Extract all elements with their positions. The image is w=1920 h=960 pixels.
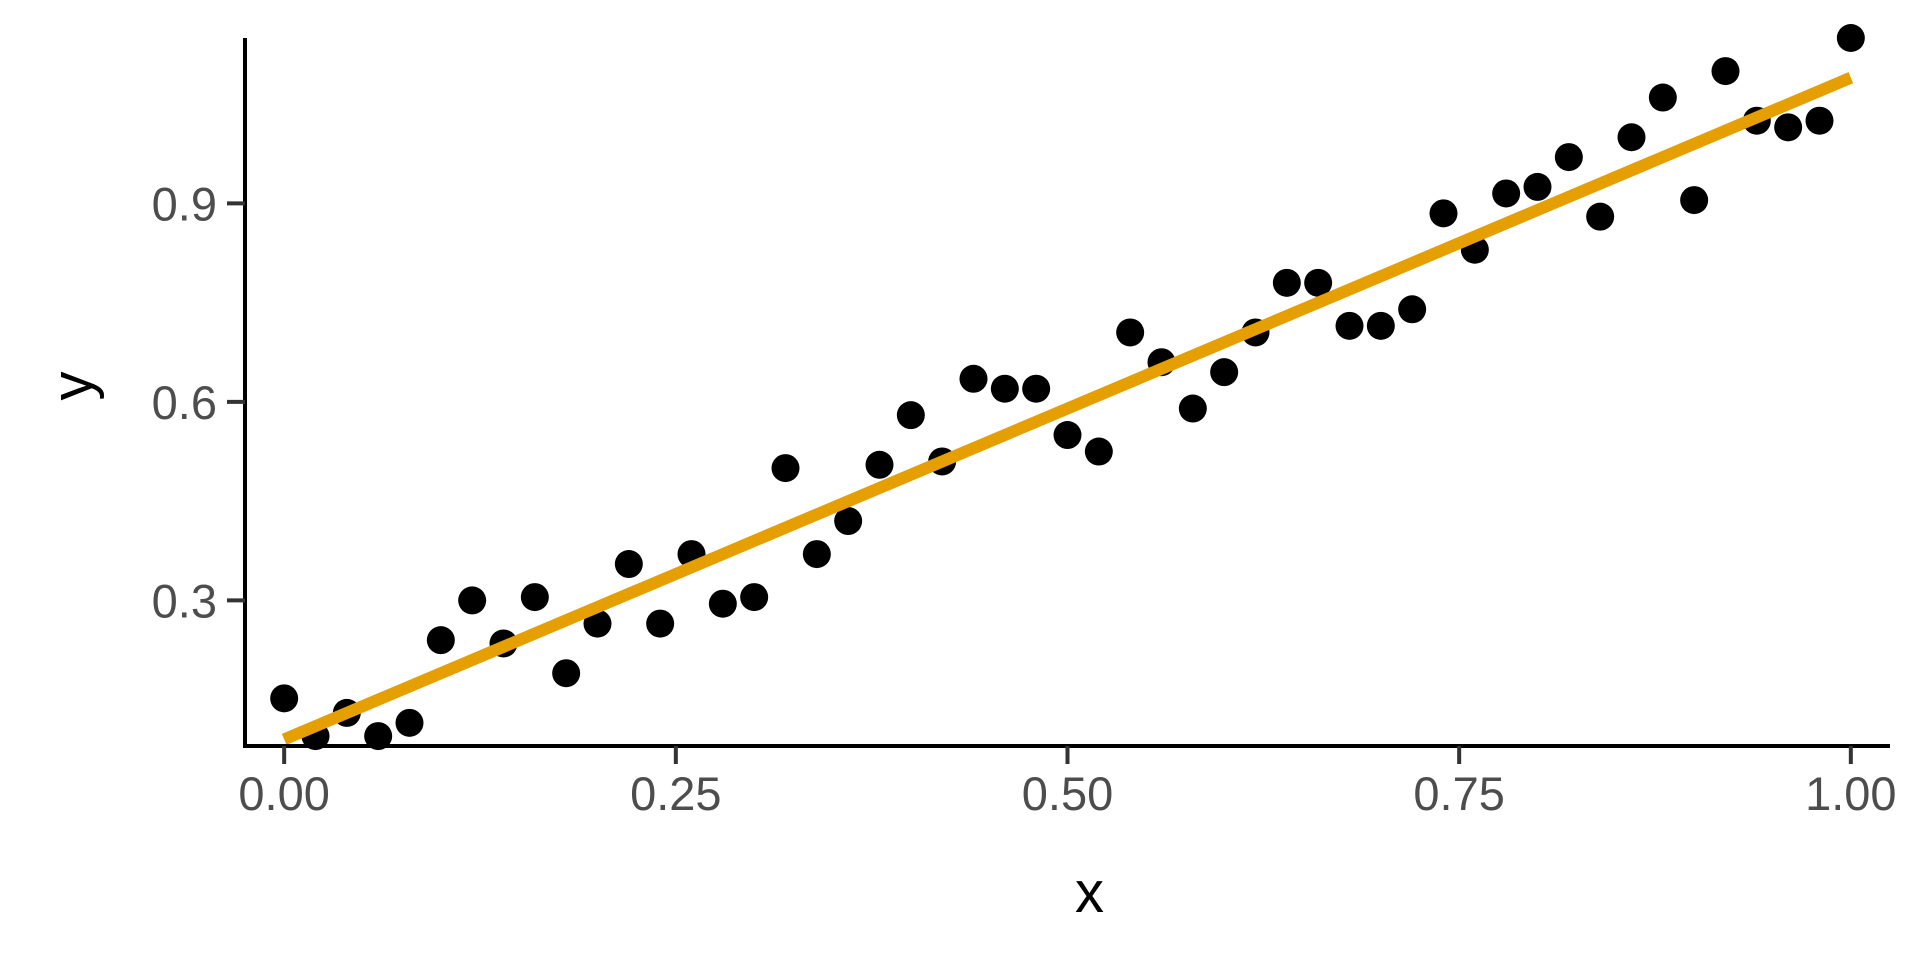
data-point: [364, 722, 393, 751]
data-point: [865, 450, 894, 479]
data-point: [1617, 123, 1646, 152]
data-point: [1366, 311, 1395, 340]
data-point: [458, 586, 487, 615]
data-point: [426, 626, 455, 655]
data-point: [1429, 199, 1458, 228]
data-point: [802, 540, 831, 569]
y-tick-label: 0.3: [152, 574, 217, 627]
points-layer: [270, 24, 1865, 751]
data-point: [834, 507, 863, 536]
y-axis-ticks: 0.3 0.6 0.9: [152, 177, 245, 627]
data-point: [1554, 143, 1583, 172]
data-point: [270, 684, 299, 713]
data-point: [583, 609, 612, 638]
data-point: [1335, 311, 1364, 340]
data-point: [959, 364, 988, 393]
data-point: [1523, 172, 1552, 201]
data-point: [1586, 202, 1615, 231]
data-point: [646, 609, 675, 638]
x-axis-ticks: 0.00 0.25 0.50 0.75 1.00: [238, 746, 1897, 820]
data-point: [1053, 421, 1082, 450]
data-point: [1648, 83, 1677, 112]
x-tick-label: 0.00: [238, 767, 329, 820]
data-point: [771, 454, 800, 483]
data-point: [1711, 57, 1740, 86]
x-axis-title: x: [1075, 860, 1104, 925]
data-point: [1272, 268, 1301, 297]
data-point: [395, 708, 424, 737]
data-point: [1398, 295, 1427, 324]
data-point: [1774, 113, 1803, 142]
y-tick-label: 0.6: [152, 376, 217, 429]
data-point: [740, 583, 769, 612]
data-point: [1492, 179, 1521, 208]
data-point: [552, 659, 581, 688]
x-tick-label: 0.75: [1413, 767, 1504, 820]
fit-line: [281, 72, 1854, 745]
y-axis-title: y: [40, 372, 105, 401]
data-point: [1116, 318, 1145, 347]
data-point: [896, 401, 925, 430]
fit-line-layer: [281, 72, 1854, 745]
data-point: [1680, 186, 1709, 215]
data-point: [1836, 24, 1865, 52]
data-point: [1022, 374, 1051, 403]
data-point: [1178, 394, 1207, 423]
data-point: [1805, 106, 1834, 135]
data-point: [1084, 437, 1113, 466]
x-tick-label: 0.25: [630, 767, 721, 820]
x-tick-label: 1.00: [1805, 767, 1896, 820]
data-point: [1210, 358, 1239, 387]
data-point: [708, 589, 737, 618]
y-tick-label: 0.9: [152, 177, 217, 230]
x-tick-label: 0.50: [1022, 767, 1113, 820]
data-point: [614, 550, 643, 579]
data-point: [520, 583, 549, 612]
data-point: [990, 374, 1019, 403]
data-point: [1304, 268, 1333, 297]
